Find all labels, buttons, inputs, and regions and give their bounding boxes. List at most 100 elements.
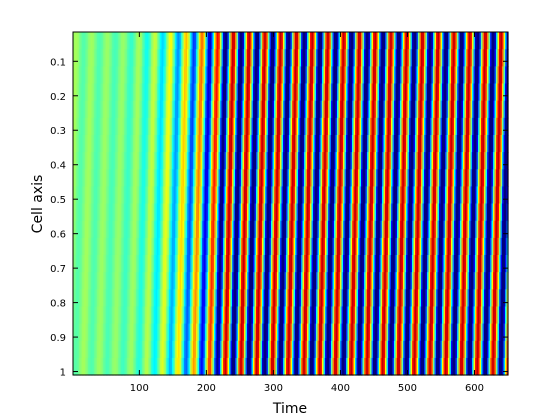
heatmap-cell [76,272,79,290]
heatmap-cell [107,323,110,342]
heatmap-cell [251,66,254,85]
heatmap-cell [97,272,100,290]
heatmap-cell [155,220,158,239]
heatmap-cell [361,220,364,239]
heatmap-cell [221,306,224,325]
heatmap-cell [266,289,269,307]
heatmap-cell [212,186,215,205]
heatmap-cell [83,272,86,290]
heatmap-cell [301,117,304,136]
heatmap-cell [149,203,152,222]
heatmap-cell [307,169,310,187]
heatmap-cell [344,152,347,170]
heatmap-cell [340,32,343,50]
heatmap-cell [436,237,439,256]
heatmap-cell [278,83,281,102]
heatmap-cell [242,254,245,273]
heatmap-cell [485,237,488,256]
heatmap-cell [178,134,181,153]
heatmap-cell [76,134,79,153]
heatmap-cell [371,83,374,102]
heatmap-cell [475,32,478,50]
heatmap-cell [332,134,335,153]
heatmap-cell [458,83,461,102]
heatmap-cell [259,254,262,273]
heatmap-cell [169,49,172,67]
heatmap-cell [89,134,92,153]
heatmap-cell [359,220,362,239]
heatmap-cell [488,66,491,85]
heatmap-cell [166,169,169,187]
heatmap-cell [406,117,409,136]
heatmap-cell [92,134,95,153]
heatmap-cell [133,220,136,239]
heatmap-cell [340,186,343,205]
heatmap-cell [77,237,80,256]
heatmap-cell [115,220,118,239]
heatmap-cell [452,83,455,102]
heatmap-cell [341,289,344,307]
heatmap-cell [136,220,139,239]
heatmap-cell [76,323,79,342]
heatmap-cell [356,152,359,170]
heatmap-cell [424,100,427,119]
heatmap-cell [274,203,277,222]
heatmap-cell [359,306,362,325]
heatmap-cell [302,49,305,67]
heatmap-cell [161,83,164,102]
heatmap-cell [395,32,398,50]
heatmap-cell [137,237,140,256]
heatmap-cell [115,323,118,342]
heatmap-cell [326,254,329,273]
heatmap-cell [452,100,455,119]
heatmap-cell [248,32,251,50]
heatmap-cell [112,83,115,102]
heatmap-cell [476,186,479,205]
heatmap-cell [211,220,214,239]
heatmap-cell [455,134,458,153]
heatmap-cell [256,152,259,170]
heatmap-cell [128,289,131,307]
heatmap-cell [134,186,137,205]
heatmap-cell [497,186,500,205]
heatmap-cell [170,203,173,222]
heatmap-cell [203,272,206,290]
heatmap-cell [446,254,449,273]
heatmap-cell [493,306,496,325]
heatmap-cell [481,32,484,50]
heatmap-cell [184,152,187,170]
heatmap-cell [338,117,341,136]
heatmap-cell [221,49,224,67]
heatmap-cell [131,220,134,239]
heatmap-cell [233,289,236,307]
heatmap-cell [259,237,262,256]
heatmap-cell [341,306,344,325]
heatmap-cell [242,83,245,102]
heatmap-cell [313,66,316,85]
heatmap-cell [157,49,160,67]
heatmap-cell [350,83,353,102]
heatmap-cell [193,83,196,102]
heatmap-cell [98,152,101,170]
heatmap-cell [94,66,97,85]
heatmap-cell [185,186,188,205]
heatmap-cell [130,237,133,256]
heatmap-cell [445,117,448,136]
heatmap-cell [229,220,232,239]
heatmap-cell [395,49,398,67]
heatmap-cell [502,272,505,290]
heatmap-cell [214,100,217,119]
heatmap-cell [434,237,437,256]
heatmap-cell [394,117,397,136]
heatmap-cell [296,306,299,325]
heatmap-cell [329,272,332,290]
heatmap-cell [293,49,296,67]
heatmap-cell [341,83,344,102]
heatmap-cell [302,306,305,325]
heatmap-cell [503,289,506,307]
heatmap-cell [419,134,422,153]
heatmap-cell [287,186,290,205]
heatmap-cell [379,203,382,222]
heatmap-cell [91,289,94,307]
heatmap-cell [370,272,373,290]
